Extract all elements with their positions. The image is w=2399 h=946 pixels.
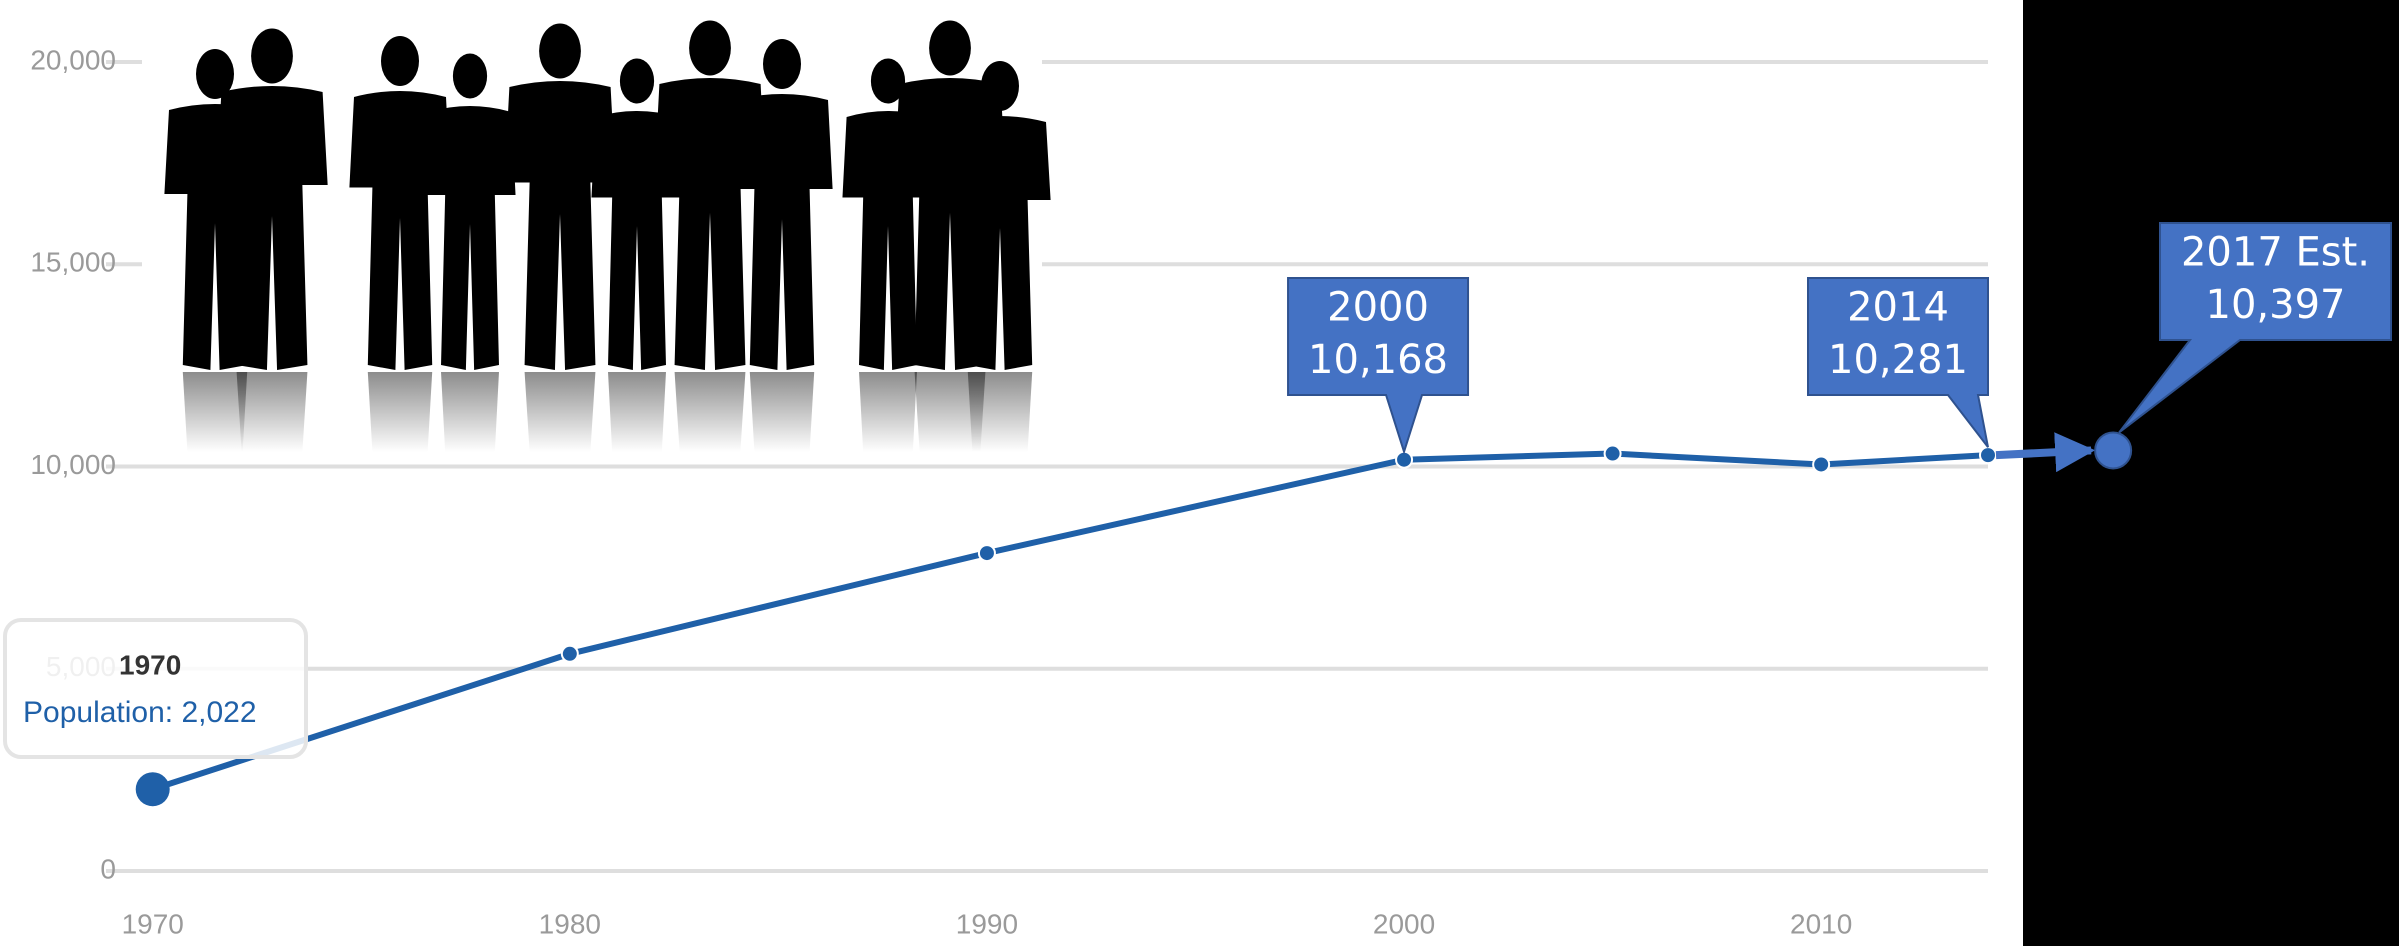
silhouette-body [349, 91, 451, 370]
y-tick-label: 10,000 [30, 449, 116, 480]
y-tick-label: 0 [100, 853, 116, 884]
point [1603, 444, 1622, 463]
silhouette-head [251, 28, 293, 84]
tooltip-text: Population: 2,022 [23, 696, 257, 729]
silhouette-reflection [367, 372, 433, 452]
silhouette-reflection [859, 372, 917, 452]
silhouette-head [381, 36, 419, 86]
callout-box [1807, 277, 1989, 448]
y-tick-label: 15,000 [30, 247, 116, 278]
tooltip-box [3, 618, 308, 759]
silhouette-body [424, 106, 516, 370]
people-silhouettes [142, 0, 1051, 455]
tooltip: 1970 Population: 2,022 [3, 618, 308, 759]
silhouette-head [870, 58, 906, 104]
callout-text: 10,397 [2206, 282, 2346, 328]
silhouette-body [731, 94, 833, 370]
silhouette-body [504, 81, 616, 370]
x-tick-label: 2000 [1373, 908, 1435, 939]
silhouette-head [981, 61, 1019, 111]
silhouette-reflection [608, 372, 666, 452]
annotation-callout: 2000 10,168 [1287, 277, 1470, 456]
silhouette-reflection [441, 372, 499, 452]
x-tick-label: 1990 [956, 908, 1018, 939]
callout-box [1287, 277, 1470, 456]
silhouette-head [929, 20, 971, 76]
silhouette-reflection [524, 372, 596, 452]
estimate-arrow [1995, 432, 2096, 473]
point [135, 772, 170, 807]
point [1812, 455, 1831, 474]
plot: 2000 10,168 2014 10,281 2017 Est. 10,397 1970 P… [3, 222, 2392, 807]
tooltip-title: 1970 [119, 649, 181, 680]
silhouette-reflection [674, 372, 746, 452]
annotation-callout: 2014 10,281 [1807, 277, 1989, 448]
callout-box [2118, 222, 2392, 434]
x-tick-label: 2010 [1790, 908, 1852, 939]
y-tick-label: 20,000 [30, 44, 116, 75]
point [560, 644, 579, 663]
callout-text: 2017 Est. [2181, 230, 2370, 276]
callout-text: 10,281 [1828, 337, 1968, 383]
silhouette-reflection [236, 372, 308, 452]
silhouette-head [763, 39, 801, 89]
callout-text: 2014 [1847, 285, 1949, 331]
point [1979, 446, 1997, 465]
silhouette-reflection [749, 372, 815, 452]
silhouette-head [689, 20, 731, 76]
x-tick-label: 1970 [122, 908, 184, 939]
silhouette-head [196, 49, 234, 99]
point [977, 544, 996, 563]
silhouette-head [539, 23, 581, 79]
silhouette-reflection [914, 372, 986, 452]
silhouette-head [619, 58, 655, 104]
silhouette-reflection [967, 372, 1033, 452]
callout-text: 2000 [1327, 285, 1429, 331]
black-panel [2023, 0, 2399, 946]
silhouette-reflection [182, 372, 248, 452]
callout-text: 10,168 [1308, 337, 1448, 383]
silhouette-body [949, 116, 1051, 370]
estimate-callout: 2017 Est. 10,397 [2118, 222, 2392, 434]
silhouette-body [216, 86, 328, 370]
silhouette-head [452, 53, 488, 99]
estimate-point [2094, 431, 2133, 470]
x-tick-label: 1980 [539, 908, 601, 939]
line [151, 450, 1989, 793]
